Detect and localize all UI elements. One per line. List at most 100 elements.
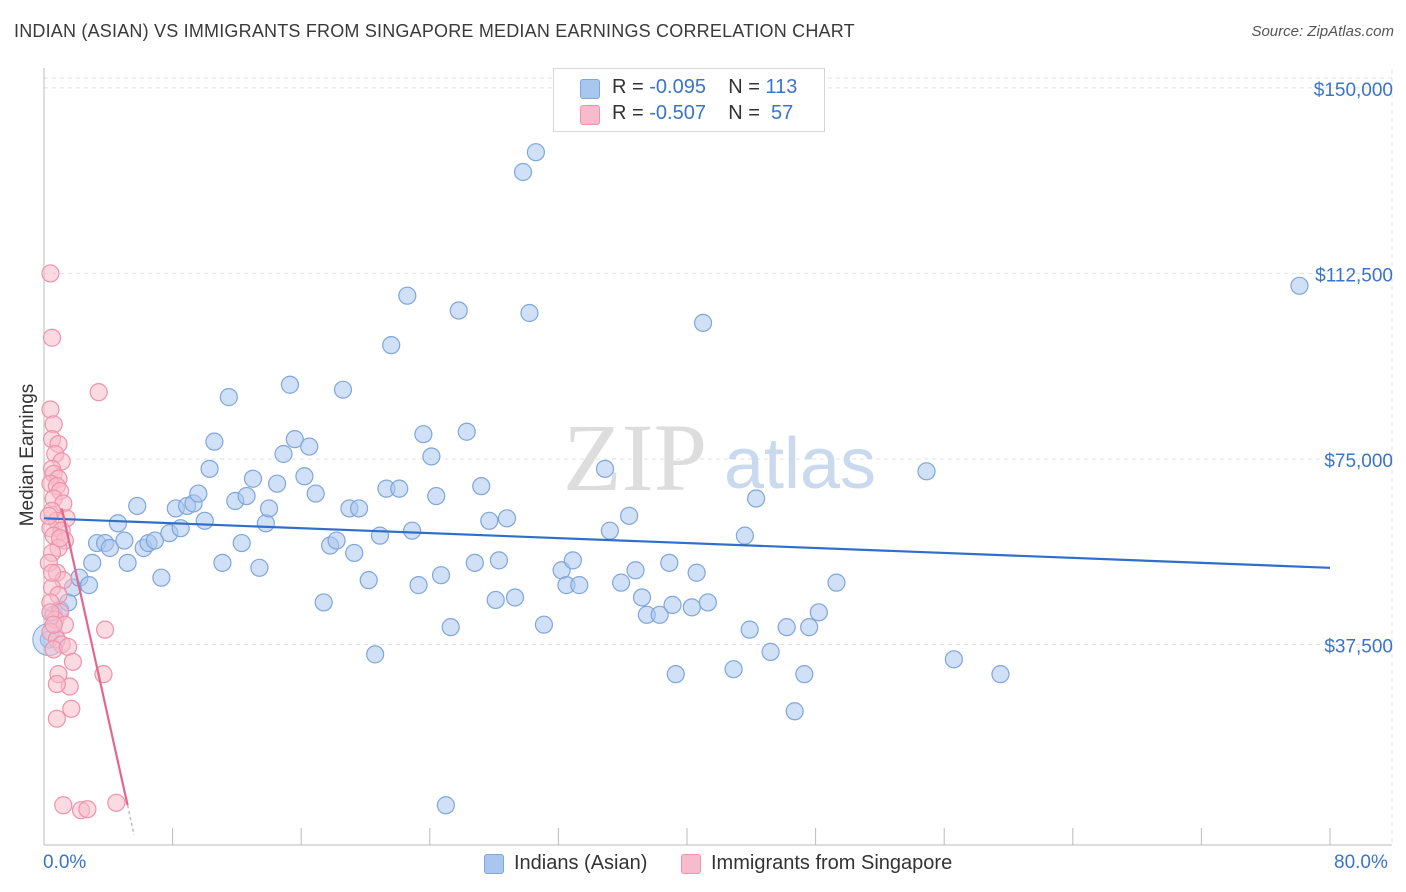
legend-n-value: 57 <box>765 102 794 124</box>
data-point <box>41 264 60 283</box>
legend-label: Indians (Asian) <box>514 852 648 874</box>
data-point <box>735 526 754 545</box>
data-point <box>398 286 417 305</box>
legend-r-label: R = <box>612 102 650 124</box>
data-point <box>489 551 509 570</box>
data-point <box>205 432 224 451</box>
y-tick-label: $37,500 <box>1324 636 1393 657</box>
data-point <box>108 514 128 533</box>
data-point <box>570 576 589 595</box>
data-point <box>42 328 62 347</box>
data-point <box>497 509 517 528</box>
data-point <box>314 593 333 612</box>
y-axis-label: Median Earnings <box>17 384 38 527</box>
y-tick-label: $150,000 <box>1314 80 1393 101</box>
legend-r-value: -0.095 <box>649 76 706 98</box>
watermark-zip: ZIP <box>563 404 707 511</box>
data-point <box>800 618 819 637</box>
data-point <box>465 553 484 572</box>
data-point <box>436 796 455 815</box>
data-point <box>660 553 679 572</box>
data-point <box>785 702 804 721</box>
data-point <box>740 620 759 639</box>
data-point <box>47 709 66 728</box>
data-point <box>917 462 936 481</box>
data-point <box>944 650 963 669</box>
trend-line <box>43 517 1331 569</box>
data-point <box>267 474 287 493</box>
source-label: Source: ZipAtlas.com <box>1251 23 1394 40</box>
data-point <box>145 531 165 550</box>
y-tick-label: $112,500 <box>1315 265 1393 286</box>
data-point <box>513 162 533 182</box>
data-point <box>427 486 446 506</box>
data-point <box>152 568 171 587</box>
data-point <box>809 603 828 622</box>
legend-r-value: -0.507 <box>649 102 706 124</box>
data-point <box>457 422 476 441</box>
data-point <box>200 459 219 478</box>
x-tick-label-min: 0.0% <box>43 852 87 873</box>
trend-line <box>60 508 129 806</box>
data-point <box>39 506 58 525</box>
data-point <box>620 506 639 525</box>
data-point <box>115 531 134 550</box>
data-point <box>219 388 238 407</box>
trend-lines <box>43 508 1331 836</box>
data-point <box>333 380 353 399</box>
data-point <box>747 489 766 508</box>
legend-swatch-blue <box>484 854 504 874</box>
legend-swatch-pink <box>681 854 701 874</box>
data-point <box>280 375 300 394</box>
data-point <box>243 469 263 488</box>
legend-label: Immigrants from Singapore <box>711 852 953 874</box>
data-point <box>44 615 63 634</box>
data-point <box>213 553 232 572</box>
data-point <box>232 533 251 553</box>
trend-line-extension <box>126 805 135 836</box>
data-point <box>349 499 369 518</box>
data-point <box>256 514 275 533</box>
legend-n-label: N = <box>728 102 766 124</box>
data-point <box>63 652 83 671</box>
data-point <box>761 642 780 661</box>
data-point <box>359 571 378 590</box>
data-point <box>409 576 428 595</box>
data-point <box>83 553 102 572</box>
data-point <box>777 618 796 637</box>
data-point <box>650 605 669 624</box>
data-point <box>422 447 441 466</box>
data-point <box>189 484 208 503</box>
data-point <box>107 793 126 812</box>
data-point <box>1290 276 1309 295</box>
series-legend: Indians (Asian) Immigrants from Singapor… <box>0 852 1406 878</box>
data-point <box>285 430 304 449</box>
data-point <box>295 467 314 486</box>
data-point <box>95 620 115 639</box>
data-point <box>345 543 364 563</box>
data-point <box>54 796 73 815</box>
data-point <box>195 511 214 530</box>
data-point <box>300 437 319 456</box>
data-point <box>626 561 645 580</box>
data-point <box>62 699 81 718</box>
data-point <box>370 526 390 545</box>
stats-legend: R = -0.095 N = 113 R = -0.507 N = 57 <box>553 68 825 132</box>
data-point <box>366 645 385 664</box>
data-point <box>42 563 62 582</box>
data-point <box>534 615 554 634</box>
data-point <box>100 538 120 558</box>
data-point <box>128 496 147 516</box>
data-point <box>47 674 66 694</box>
data-point <box>89 383 108 402</box>
data-point <box>390 479 409 498</box>
data-point <box>250 558 269 577</box>
watermark-atlas: atlas <box>724 424 876 504</box>
data-point <box>520 303 539 323</box>
data-point <box>795 665 814 684</box>
data-point <box>682 598 701 617</box>
data-point <box>666 665 685 684</box>
data-point <box>687 563 706 582</box>
data-point <box>382 336 401 355</box>
